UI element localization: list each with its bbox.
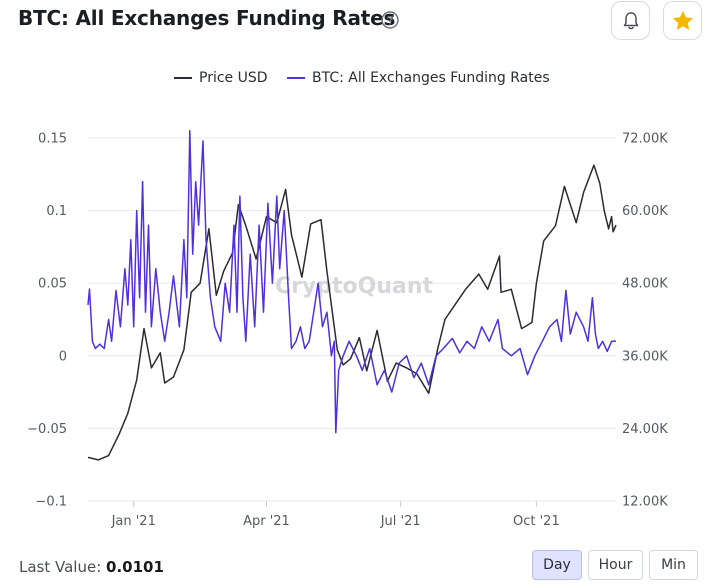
legend-swatch-funding [287, 77, 305, 79]
y-right-tick-label: 12.00K [622, 495, 668, 510]
legend-item-price[interactable]: Price USD [174, 70, 268, 86]
y-left-tick-label: 0.15 [38, 132, 67, 147]
favorite-button[interactable] [663, 1, 702, 40]
grid-lines [88, 137, 616, 502]
y-left-tick-label: 0.05 [38, 277, 67, 292]
watermark: CryptoQuant [275, 274, 434, 299]
x-tick-label: Oct '21 [513, 514, 560, 529]
x-tick-label: Apr '21 [243, 514, 290, 529]
last-value-number: 0.0101 [106, 558, 164, 576]
series-lines [87, 129, 617, 461]
x-tick-label: Jan '21 [111, 514, 156, 529]
y-left-tick-label: −0.1 [35, 495, 67, 510]
x-tick-label: Jul '21 [380, 514, 421, 529]
price-usd-line [87, 164, 617, 461]
bell-icon [623, 12, 639, 30]
range-button-min[interactable]: Min [649, 550, 698, 580]
funding-rate-line [87, 129, 617, 434]
alert-button[interactable] [611, 1, 650, 40]
page-title: BTC: All Exchanges Funding Rates [18, 6, 396, 30]
star-icon [673, 11, 693, 30]
y-right-tick-label: 36.00K [622, 349, 668, 364]
range-button-day[interactable]: Day [532, 550, 582, 580]
axis-ticks: 0.15 0.1 0.05 0 −0.05 −0.1 72.00K 60.00K 48.00K 3… [27, 132, 668, 530]
y-left-tick-label: −0.05 [27, 422, 67, 437]
y-right-tick-label: 72.00K [622, 132, 668, 147]
y-left-tick-label: 0.1 [46, 204, 67, 219]
last-value: Last Value: 0.0101 [19, 558, 164, 576]
y-right-tick-label: 24.00K [622, 422, 668, 437]
question-circle-icon[interactable] [381, 11, 399, 29]
legend-label-funding: BTC: All Exchanges Funding Rates [312, 70, 550, 86]
y-left-tick-label: 0 [59, 349, 67, 364]
last-value-label: Last Value: [19, 558, 102, 576]
legend-item-funding[interactable]: BTC: All Exchanges Funding Rates [287, 70, 550, 86]
legend-label-price: Price USD [199, 70, 268, 86]
y-right-tick-label: 60.00K [622, 204, 668, 219]
legend-swatch-price [174, 77, 192, 79]
range-button-hour[interactable]: Hour [588, 550, 643, 580]
y-right-tick-label: 48.00K [622, 277, 668, 292]
